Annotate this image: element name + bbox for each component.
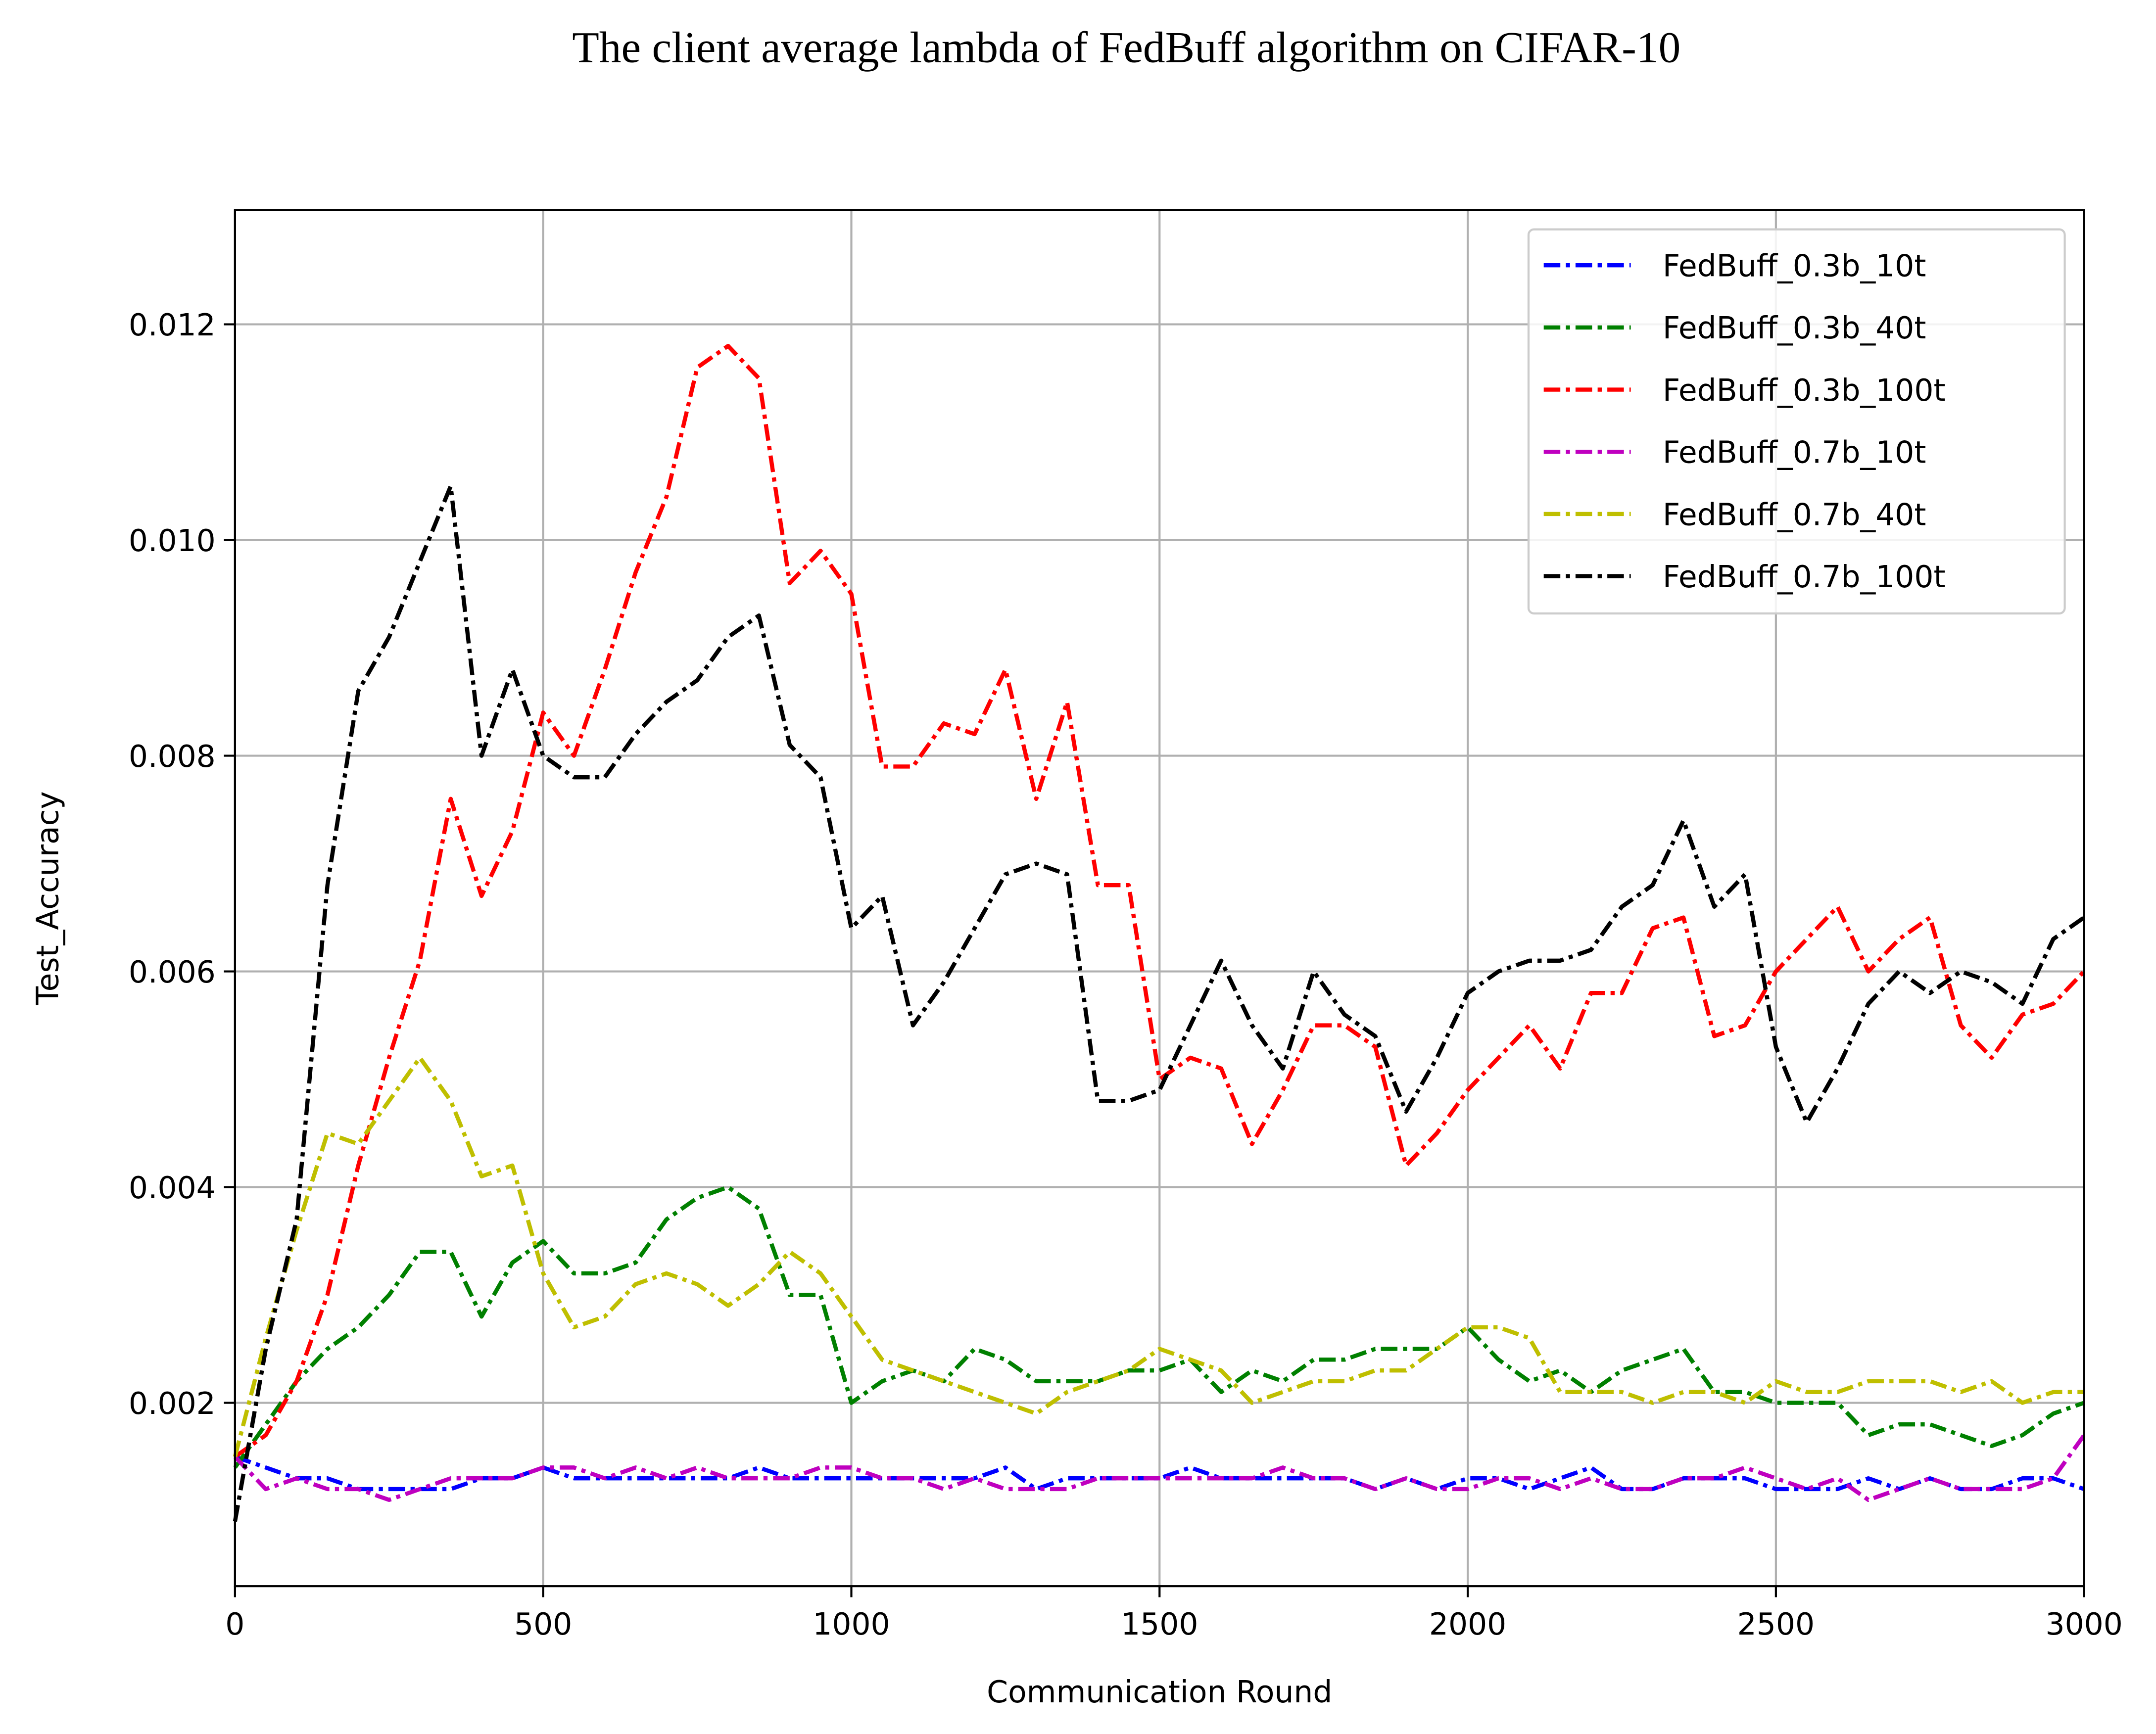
x-tick-label: 2000: [1429, 1607, 1506, 1642]
y-tick-label: 0.010: [129, 523, 216, 559]
y-tick-label: 0.012: [129, 308, 216, 343]
legend-label: FedBuff_0.7b_100t: [1663, 560, 1946, 595]
y-tick-label: 0.006: [129, 955, 216, 990]
series-line: [233, 1434, 2086, 1502]
x-tick-label: 3000: [2046, 1607, 2123, 1642]
series-line: [233, 484, 2086, 1522]
y-tick-label: 0.002: [129, 1386, 216, 1421]
series-line: [234, 343, 2086, 1458]
y-axis-label: Test_Accuracy: [30, 791, 65, 1005]
x-tick-label: 1000: [813, 1607, 890, 1642]
x-axis-label: Communication Round: [987, 1675, 1332, 1710]
legend-label: FedBuff_0.3b_10t: [1663, 249, 1926, 284]
chart-title: The client average lambda of FedBuff alg…: [572, 23, 1680, 72]
x-tick-label: 0: [225, 1607, 244, 1642]
plot-frame: [234, 209, 2085, 1588]
x-tick-label: 1500: [1121, 1607, 1198, 1642]
legend-box: [1527, 228, 2066, 615]
series-line: [233, 1055, 2084, 1457]
series-line: [234, 1454, 2085, 1492]
legend-label: FedBuff_0.3b_40t: [1663, 311, 1926, 346]
legend-label: FedBuff_0.7b_40t: [1663, 497, 1926, 532]
series-line: [233, 1185, 2085, 1469]
x-tick-label: 2500: [1737, 1607, 1815, 1642]
legend-label: FedBuff_0.3b_100t: [1663, 373, 1946, 408]
y-tick-label: 0.004: [129, 1171, 216, 1206]
y-tick-label: 0.008: [129, 739, 216, 774]
legend-label: FedBuff_0.7b_10t: [1663, 435, 1926, 470]
x-tick-label: 500: [514, 1607, 572, 1642]
